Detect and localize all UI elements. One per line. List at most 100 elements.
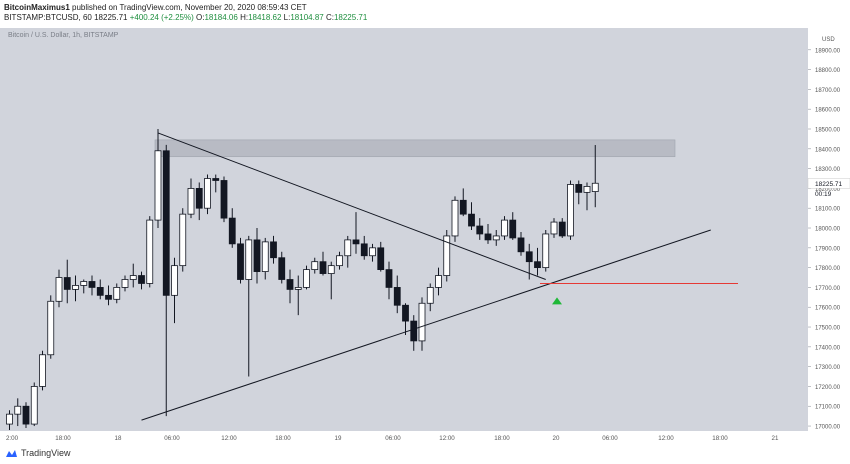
buy-signal-arrow	[552, 297, 562, 305]
candle-body	[336, 255, 343, 267]
candle	[501, 216, 508, 240]
candle-body	[187, 188, 195, 215]
candle	[393, 275, 401, 314]
candle-body	[129, 275, 137, 280]
candle	[443, 229, 451, 282]
candle	[138, 271, 145, 290]
candle	[72, 275, 79, 302]
x-tick-label: 19	[335, 435, 342, 442]
candle-body	[253, 239, 261, 272]
y-tick-label: 18400.00	[815, 147, 841, 153]
candle	[484, 224, 492, 244]
candle-body	[14, 405, 22, 415]
candle	[344, 235, 352, 268]
y-tick-label: 17300.00	[815, 365, 841, 371]
chart-area[interactable]: Bitcoin / U.S. Dollar, 1h, BITSTAMP 1700…	[0, 28, 850, 444]
candle-body	[162, 150, 170, 296]
candlestick-chart[interactable]: Bitcoin / U.S. Dollar, 1h, BITSTAMP 1700…	[0, 28, 850, 444]
candle-body	[360, 243, 368, 257]
candle-body	[303, 269, 310, 288]
candle-body	[63, 277, 71, 290]
candle-body	[550, 221, 558, 235]
candle	[179, 208, 187, 272]
y-tick-label: 18700.00	[815, 88, 841, 94]
candle	[294, 275, 302, 316]
candle-body	[344, 239, 352, 257]
candle-body	[88, 281, 96, 288]
candle	[39, 350, 46, 391]
candle-body	[501, 219, 508, 237]
candle-body	[245, 239, 253, 280]
candle-body	[228, 217, 236, 245]
candle	[88, 275, 96, 296]
x-tick-label: 18:00	[55, 435, 71, 442]
candle-body	[583, 186, 591, 193]
candle	[195, 182, 203, 221]
candle-body	[22, 405, 30, 425]
candle	[492, 229, 500, 246]
candle	[402, 303, 409, 335]
ascending-trendline	[141, 229, 711, 421]
y-tick-label: 18300.00	[815, 167, 841, 173]
x-tick-label: 12:00	[439, 435, 455, 442]
candle-body	[270, 241, 277, 259]
candle	[129, 263, 137, 288]
price-change: +400.24 (+2.25%)	[129, 13, 194, 22]
last-price: 18225.71	[94, 13, 128, 22]
publish-info: published on TradingView.com, November 2…	[69, 3, 307, 12]
x-tick-label: 18:00	[275, 435, 291, 442]
candle-body	[476, 225, 484, 235]
x-tick-label: 18	[115, 435, 122, 442]
tradingview-logo[interactable]: TradingView	[4, 448, 71, 458]
close-label: C:	[325, 13, 334, 22]
candle	[245, 235, 253, 377]
candle	[468, 202, 475, 230]
footer: TradingView	[0, 444, 850, 464]
candle-body	[435, 275, 442, 288]
candle	[509, 212, 517, 240]
candle	[171, 257, 178, 324]
y-tick-label: 18000.00	[815, 227, 841, 233]
candle-body	[352, 239, 360, 245]
candle	[435, 267, 442, 296]
candle	[55, 269, 63, 308]
candle-body	[55, 277, 63, 302]
candle-body	[534, 261, 541, 269]
candle-body	[525, 251, 533, 263]
high-value: 18418.62	[248, 13, 282, 22]
candle-body	[113, 287, 121, 300]
candle	[154, 128, 162, 229]
candle-body	[319, 261, 327, 274]
candle-body	[204, 178, 211, 209]
candle	[30, 382, 38, 427]
x-tick-label: 18:00	[712, 435, 728, 442]
candle-body	[542, 233, 550, 269]
candle	[237, 237, 244, 284]
candle-body	[220, 180, 228, 219]
candle	[212, 174, 220, 193]
candle	[385, 261, 393, 300]
candle	[261, 237, 269, 280]
candle	[550, 218, 558, 238]
candle-body	[6, 413, 13, 425]
price-axis[interactable]	[808, 28, 850, 444]
x-tick-label: 06:00	[385, 435, 401, 442]
open-label: O:	[196, 13, 205, 22]
candle-body	[47, 300, 55, 356]
time-axis[interactable]	[0, 431, 808, 444]
candle	[327, 261, 335, 300]
candle-body	[96, 287, 104, 296]
x-tick-label: 12:00	[221, 435, 237, 442]
author-name[interactable]: BitcoinMaximus1	[4, 3, 70, 12]
candle	[517, 231, 525, 256]
candle	[162, 144, 170, 417]
candle-body	[517, 237, 525, 253]
candle-body	[426, 287, 434, 304]
candle-body	[567, 184, 574, 237]
candle	[286, 269, 294, 304]
candle-body	[410, 320, 418, 342]
y-tick-label: 17500.00	[815, 326, 841, 332]
candle	[96, 279, 104, 300]
x-tick-label: 12:00	[658, 435, 674, 442]
candle-body	[154, 150, 162, 221]
